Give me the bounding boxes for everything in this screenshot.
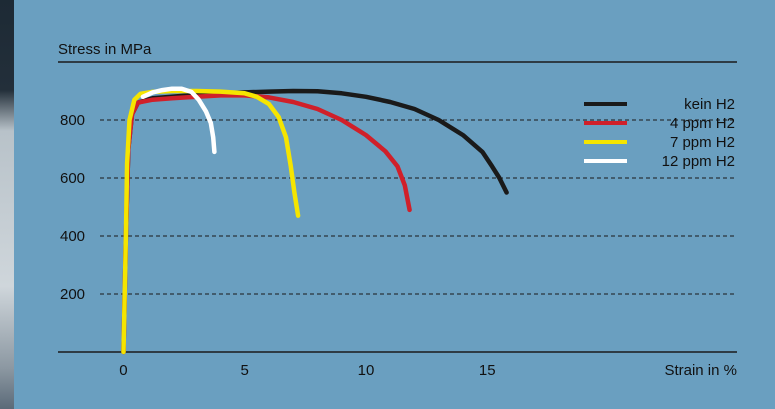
y-tick-label: 400: [60, 228, 85, 245]
x-tick-labels: 0 5 10 15: [119, 362, 495, 379]
x-tick-label: 5: [241, 362, 249, 379]
x-axis-label: Strain in %: [664, 362, 737, 379]
legend-label: 12 ppm H2: [662, 153, 735, 170]
series-line-12-ppm-h2: [140, 86, 217, 155]
series-line-7-ppm-h2: [121, 88, 301, 355]
series-line-4-ppm-h2: [121, 93, 412, 355]
x-tick-label: 10: [358, 362, 375, 379]
legend-label: 7 ppm H2: [670, 134, 735, 151]
y-tick-label: 800: [60, 112, 85, 129]
x-tick-label: 15: [479, 362, 496, 379]
grid-lines: [100, 119, 737, 295]
y-tick-labels: 200 400 600 800: [60, 112, 85, 303]
background-photo-strip: [0, 0, 14, 409]
y-tick-label: 600: [60, 170, 85, 187]
x-tick-label: 0: [119, 362, 127, 379]
y-axis-label: Stress in MPa: [58, 41, 152, 58]
series-line-kein-h2: [121, 88, 509, 355]
series-lines: [121, 86, 509, 355]
y-tick-label: 200: [60, 286, 85, 303]
legend-label: 4 ppm H2: [670, 115, 735, 132]
legend-label: kein H2: [684, 96, 735, 113]
legend: kein H2 4 ppm H2 7 ppm H2 12 ppm H2: [584, 96, 735, 170]
